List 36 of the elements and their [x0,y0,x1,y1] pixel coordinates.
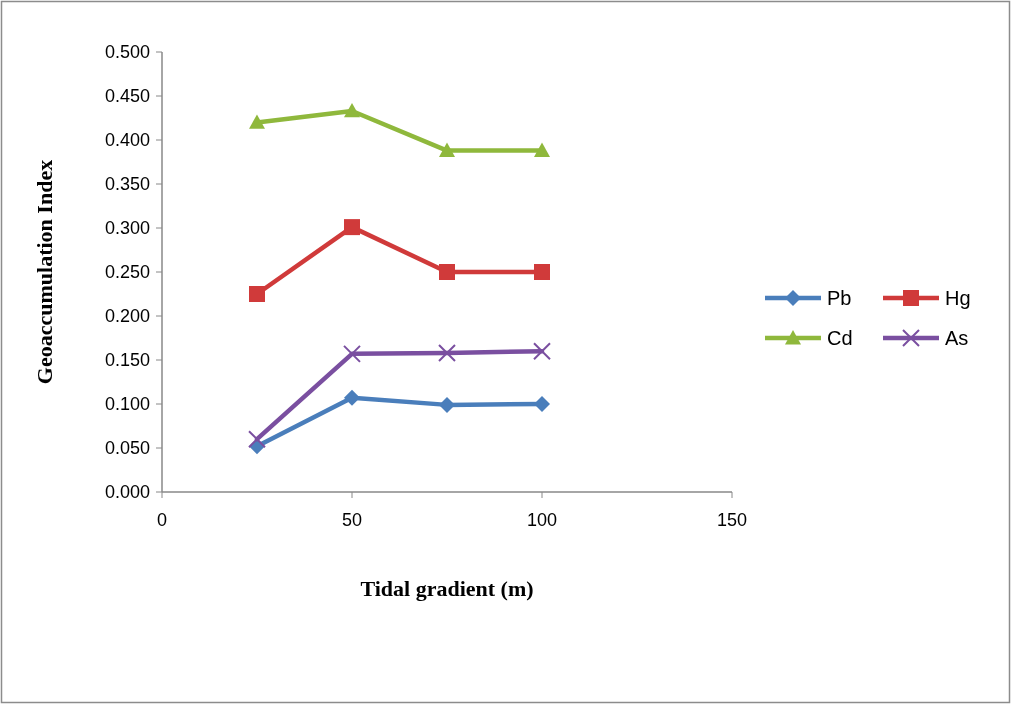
point [438,343,456,362]
point [534,396,550,412]
y-tick-label: 0.500 [104,42,150,63]
point [534,142,550,157]
point [344,389,360,406]
y-axis-title: Geoaccumulation Index [32,159,57,385]
point [249,286,265,302]
y-tick-label: 0.350 [104,174,150,195]
x-tick-label: 100 [526,510,558,530]
y-tick-label: 0.100 [104,394,150,415]
legend-label: Hg [945,287,971,309]
legend-label: As [945,327,969,349]
x-tick-label: 150 [716,510,748,530]
point [534,264,550,280]
point [439,264,455,280]
point [344,219,360,236]
point [439,396,455,413]
point [533,342,551,361]
x-tick-label: 0 [156,510,168,530]
y-tick-label: 0.000 [104,482,150,503]
y-tick-label: 0.250 [104,262,150,283]
x-tick-label: 50 [341,510,363,530]
y-tick-label: 0.150 [104,350,150,371]
legend-label: Cd [827,327,853,349]
y-tick-label: 0.300 [104,218,150,239]
x-axis-title: Tidal gradient (m) [360,576,534,601]
point [248,430,266,449]
y-tick-label: 0.050 [104,438,150,459]
point [249,114,265,129]
y-tick-label: 0.200 [104,306,150,327]
y-tick-label: 0.400 [104,130,150,151]
y-tick-label: 0.450 [104,86,150,107]
legend-label: Pb [827,287,852,309]
point [344,102,360,118]
point [343,344,361,363]
point [439,142,455,157]
